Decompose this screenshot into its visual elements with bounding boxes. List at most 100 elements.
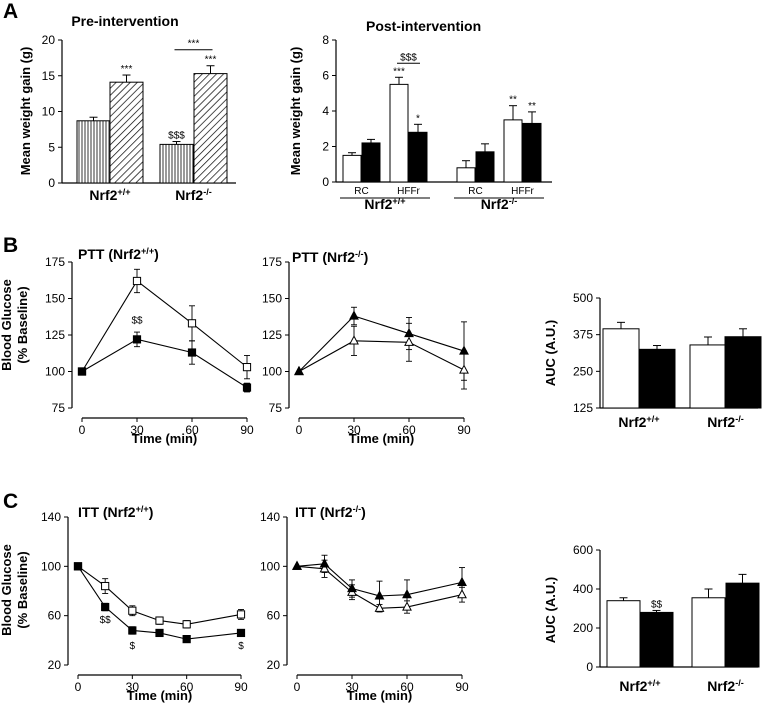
data-point xyxy=(457,589,467,599)
chart-title: ITT (Nrf2+/+) xyxy=(78,504,153,520)
x-tick-label: 60 xyxy=(180,680,194,694)
data-point xyxy=(101,602,110,612)
x-tick-label: 30 xyxy=(345,680,359,694)
significance-label: *** xyxy=(121,64,133,75)
y-tick-label: 375 xyxy=(573,328,593,342)
data-point xyxy=(128,626,137,635)
x-axis-label: Time (min) xyxy=(127,688,193,703)
chart-ptt-wt: PTT (Nrf2+/+) 75 100 125 150 175 0 30 60 90 Time (… xyxy=(0,246,254,446)
y-tick-label: 600 xyxy=(573,543,593,557)
x-tick-label: 90 xyxy=(240,423,254,437)
bar xyxy=(159,143,194,184)
series-line xyxy=(298,340,465,372)
data-point xyxy=(374,602,385,612)
group-label: Nrf2+/+ xyxy=(618,414,659,430)
chart-post-intervention: Post-intervention 0 2 4 6 8 Mean weight gain (… xyxy=(288,18,552,212)
data-point xyxy=(374,590,385,600)
panel-letter-b: B xyxy=(3,234,18,257)
data-point xyxy=(404,336,414,346)
data-point xyxy=(236,628,246,638)
bar xyxy=(342,154,362,183)
bar xyxy=(109,81,144,184)
x-axis-label: Time (min) xyxy=(132,431,198,446)
bar xyxy=(691,597,726,668)
bar xyxy=(389,83,409,183)
y-tick-label: 150 xyxy=(262,292,282,306)
x-axis-label: Time (min) xyxy=(349,431,415,446)
x-axis-label: Time (min) xyxy=(347,688,413,703)
chart-title: PTT (Nrf2+/+) xyxy=(78,246,159,262)
y-tick-label: 6 xyxy=(322,69,329,83)
data-point xyxy=(459,345,469,355)
y-tick-label: 0 xyxy=(322,175,329,189)
chart-ptt-auc: 125 250 375 500 AUC (A.U.) Nrf2+/+ Nrf2-/- xyxy=(543,291,762,430)
data-point xyxy=(242,363,252,372)
bar xyxy=(639,611,674,668)
data-point xyxy=(182,635,191,644)
y-tick-label: 175 xyxy=(45,255,65,269)
chart-title: ITT (Nrf2-/-) xyxy=(295,504,366,520)
x-tick-label: 0 xyxy=(79,423,86,437)
chart-pre-intervention: Pre-intervention 0 5 10 15 20 Mean weight gain… xyxy=(18,13,236,203)
y-axis-label: Mean weight gain (g) xyxy=(288,47,303,176)
series-line xyxy=(77,565,242,625)
chart-title: PTT (Nrf2-/-) xyxy=(292,249,368,265)
data-point xyxy=(402,589,412,599)
data-point xyxy=(155,628,164,638)
data-point xyxy=(101,581,110,591)
y-tick-label: 0 xyxy=(48,176,55,190)
data-point xyxy=(349,335,359,345)
bar xyxy=(193,73,228,184)
x-tick-label: 30 xyxy=(347,423,361,437)
group-label: Nrf2-/- xyxy=(707,414,744,430)
data-point xyxy=(294,365,304,376)
chart-itt-auc: 0 200 400 600 AUC (A.U.) $$ Nrf2+/+ Nrf2-/- xyxy=(543,543,760,694)
x-tick-label: 90 xyxy=(234,680,248,694)
y-tick-label: 175 xyxy=(262,255,282,269)
y-axis-label: Mean weight gain (g) xyxy=(18,47,33,176)
series-line xyxy=(296,563,463,597)
data-point xyxy=(187,319,197,328)
bar xyxy=(503,119,523,183)
significance-label: $$ xyxy=(100,615,112,626)
bar xyxy=(606,600,641,668)
group-label: Nrf2+/+ xyxy=(364,196,405,212)
panel-letter-c: C xyxy=(3,490,18,513)
chart-itt-wt: ITT (Nrf2+/+) 20 60 100 140 0 30 60 90 Time (min)… xyxy=(0,504,248,703)
y-tick-label: 20 xyxy=(267,658,281,672)
y-tick-label: 4 xyxy=(322,104,329,118)
series-line xyxy=(296,565,463,609)
data-point xyxy=(132,276,142,286)
y-tick-label: 20 xyxy=(48,658,62,672)
data-point xyxy=(155,616,164,625)
y-tick-label: 75 xyxy=(52,401,66,415)
significance-label: ** xyxy=(528,101,536,112)
y-tick-label: 140 xyxy=(41,510,61,524)
data-point xyxy=(292,560,302,570)
y-tick-label: 250 xyxy=(573,364,593,378)
data-point xyxy=(347,582,357,593)
chart-itt-ko: ITT (Nrf2-/-) 20 60 100 140 0 30 60 90 Time (min) xyxy=(260,504,469,703)
y-tick-label: 125 xyxy=(573,401,593,415)
y-tick-label: 75 xyxy=(269,401,283,415)
group-label: Nrf2-/- xyxy=(175,187,212,203)
series-line xyxy=(81,280,248,372)
significance-label: $$$ xyxy=(168,131,185,142)
y-tick-label: 200 xyxy=(573,621,593,635)
y-tick-label: 60 xyxy=(48,609,62,623)
bar-category-label: HFFr xyxy=(397,186,420,197)
data-point xyxy=(459,364,469,374)
y-tick-label: 100 xyxy=(41,559,61,573)
y-tick-label: 140 xyxy=(260,510,280,524)
bar xyxy=(408,131,428,183)
data-point xyxy=(77,367,87,376)
y-tick-label: 0 xyxy=(586,660,593,674)
data-point xyxy=(349,310,359,320)
x-tick-label: 30 xyxy=(130,423,144,437)
data-point xyxy=(319,558,330,568)
group-label: Nrf2-/- xyxy=(707,678,744,694)
bar xyxy=(475,151,495,183)
bar xyxy=(724,336,762,409)
series-line xyxy=(81,338,248,389)
